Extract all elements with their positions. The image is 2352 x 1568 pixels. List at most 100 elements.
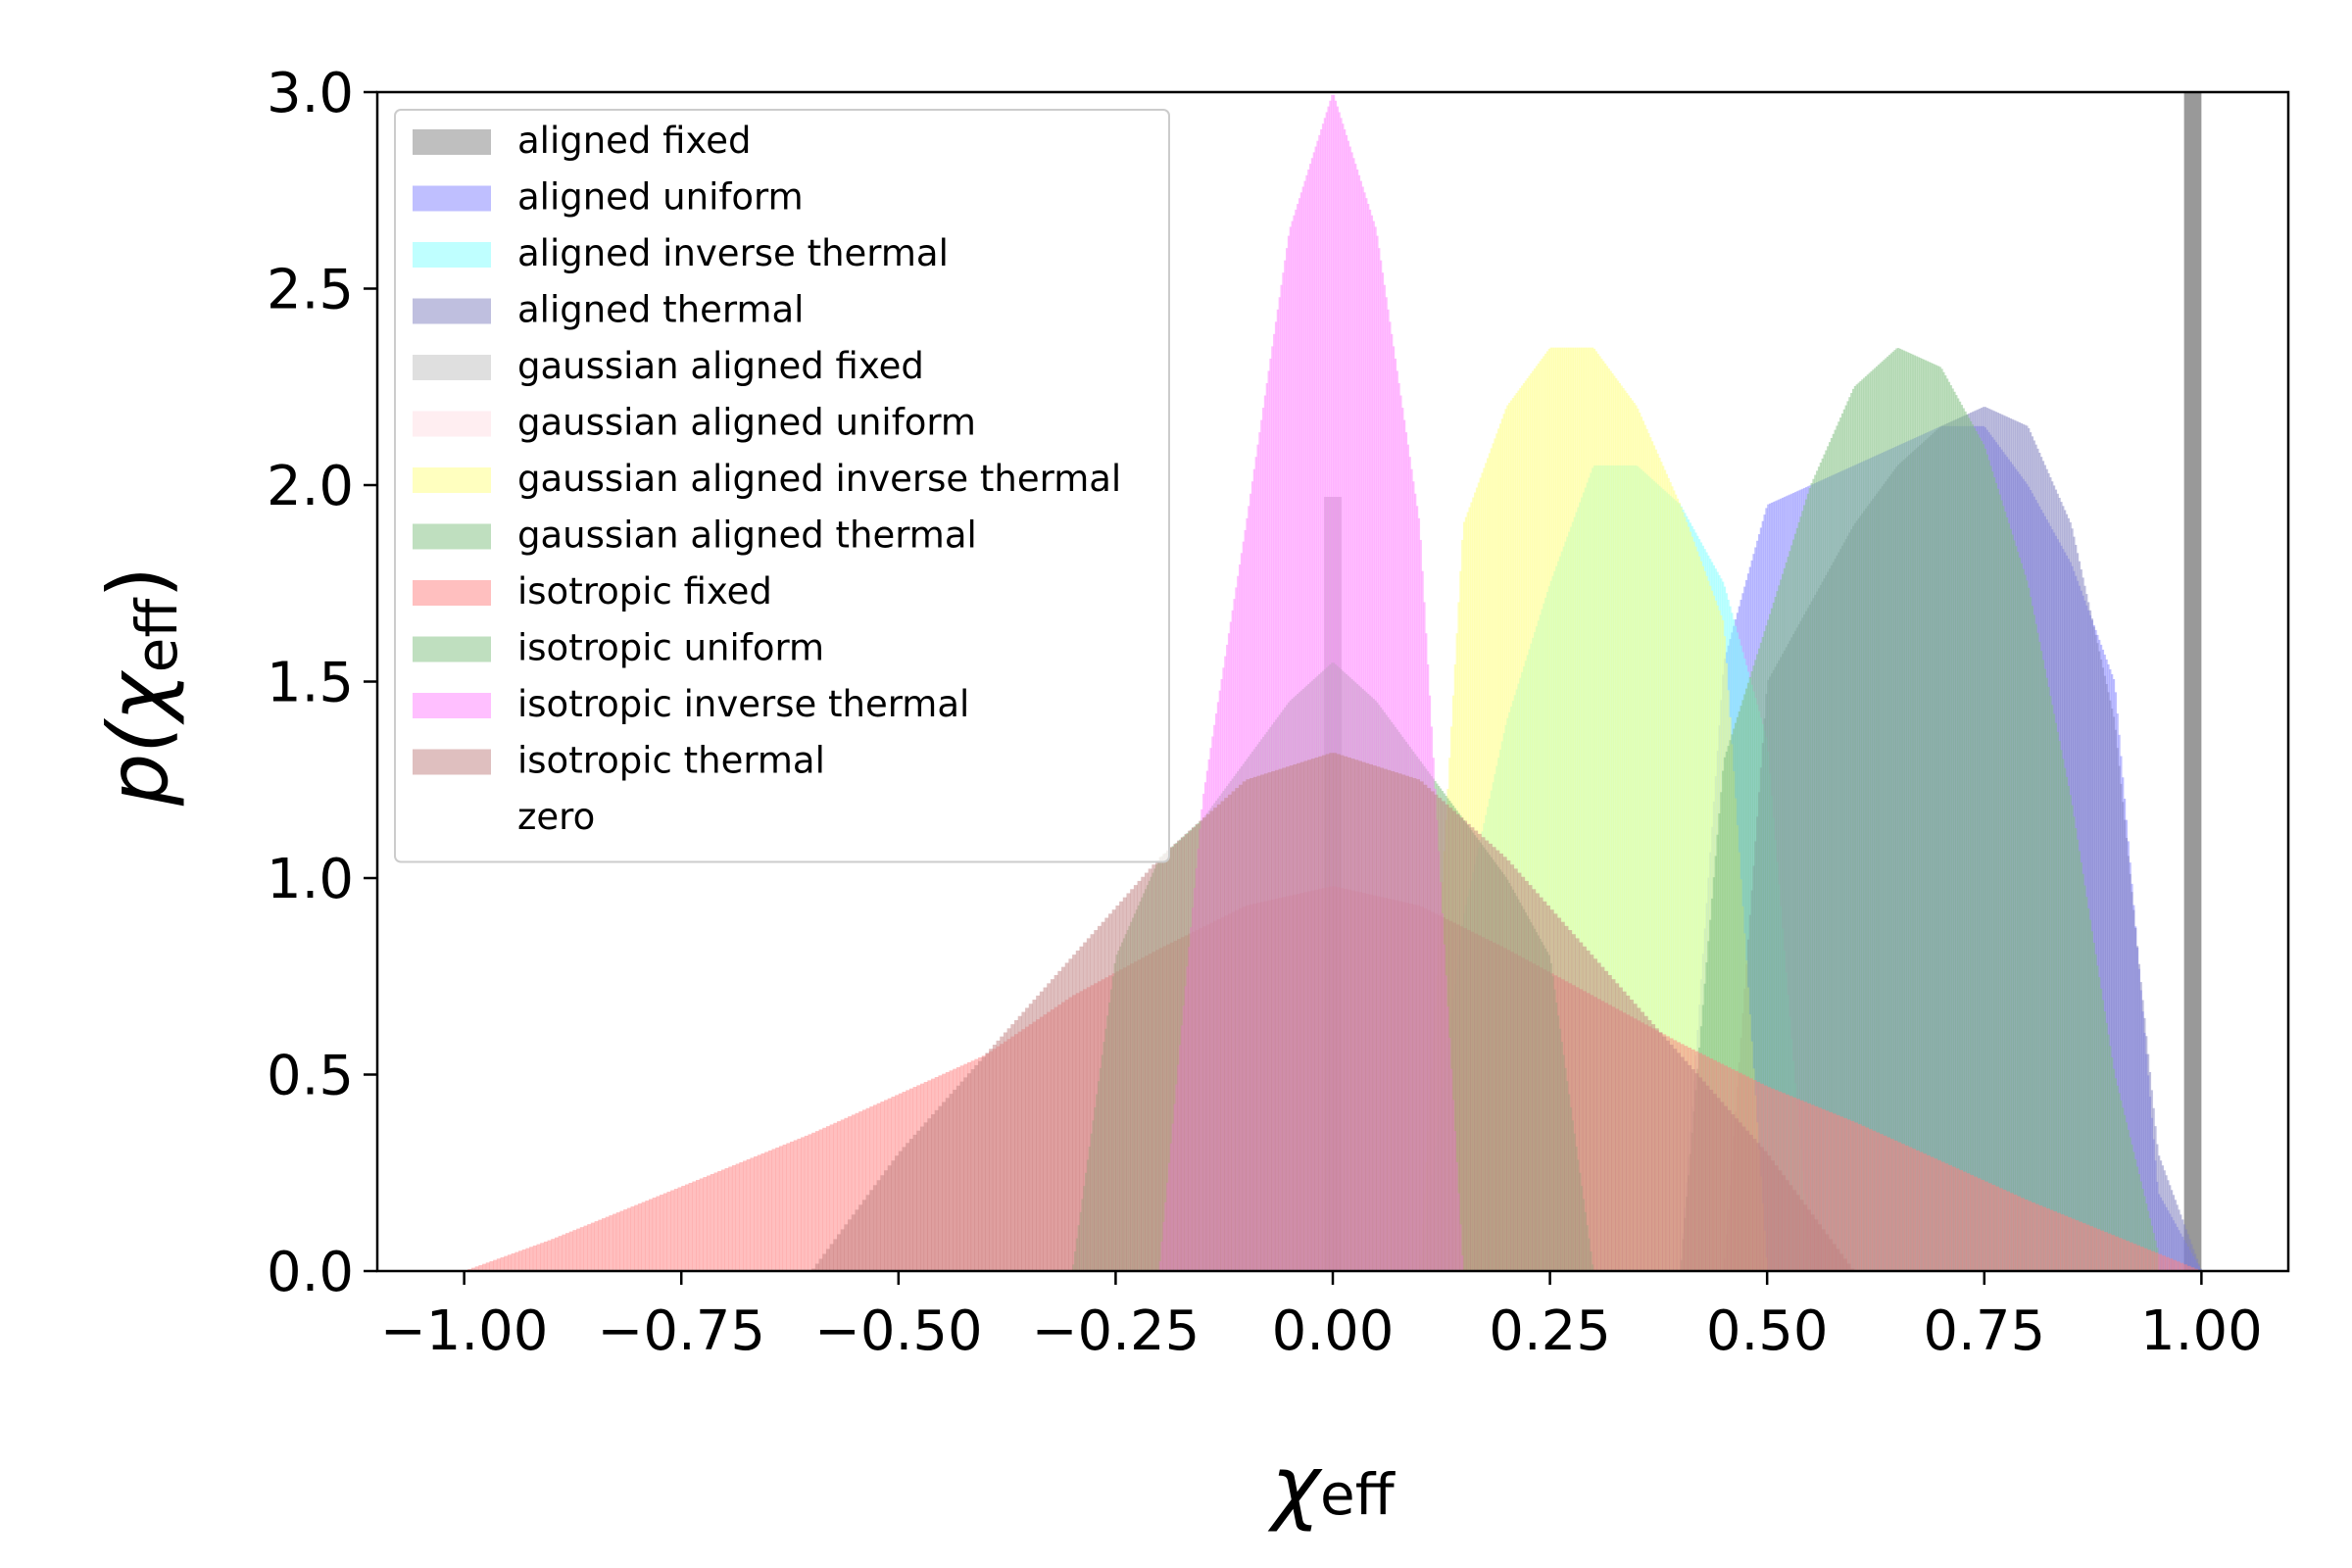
bar xyxy=(1347,757,1351,1271)
bar xyxy=(1618,987,1623,1271)
bar xyxy=(1627,395,1631,1271)
bar xyxy=(568,1231,573,1271)
bar xyxy=(1787,557,1789,1271)
bar xyxy=(1602,361,1605,1271)
bar xyxy=(1535,366,1539,1271)
bar xyxy=(489,1260,494,1271)
legend-label: gaussian aligned fixed xyxy=(517,345,924,387)
bar xyxy=(1615,377,1618,1271)
bar xyxy=(2075,1220,2080,1271)
bar xyxy=(1524,880,1529,1271)
bar xyxy=(1722,770,1725,1271)
bar xyxy=(1586,347,1589,1271)
bar xyxy=(1651,1024,1656,1271)
bar xyxy=(1977,434,1980,1271)
bar xyxy=(876,1180,881,1271)
bar xyxy=(1680,507,1683,1271)
bar xyxy=(572,1230,577,1271)
bar xyxy=(1900,1144,1905,1271)
bar xyxy=(1637,408,1640,1271)
bar xyxy=(1855,384,1858,1271)
bar xyxy=(1568,347,1571,1271)
bar xyxy=(1391,770,1396,1271)
bar xyxy=(2036,632,2039,1271)
bar xyxy=(1021,1011,1026,1271)
bar xyxy=(2107,1034,2110,1271)
bar xyxy=(1748,1134,1753,1271)
bar xyxy=(1524,380,1527,1271)
bar xyxy=(1842,409,1845,1271)
bar xyxy=(692,1181,697,1271)
bar xyxy=(793,1140,798,1271)
bar xyxy=(2135,1245,2140,1271)
bar xyxy=(1556,917,1562,1271)
bar xyxy=(598,1219,603,1271)
bar xyxy=(2146,1054,2150,1271)
bar xyxy=(1526,377,1529,1271)
bar xyxy=(1028,1004,1033,1271)
bar xyxy=(583,1225,588,1271)
bar xyxy=(829,1244,834,1271)
bar xyxy=(1707,580,1710,1271)
bar xyxy=(2094,634,2097,1271)
bar xyxy=(1839,1253,1844,1271)
bar xyxy=(2002,1189,2007,1271)
bar xyxy=(1678,502,1681,1271)
bar xyxy=(1430,791,1435,1271)
bar xyxy=(1968,417,1971,1271)
bar xyxy=(2143,1248,2148,1271)
bar xyxy=(1615,983,1620,1271)
bar xyxy=(1991,471,1994,1271)
legend-swatch xyxy=(413,185,491,212)
bar xyxy=(2150,1225,2153,1271)
bar xyxy=(1580,347,1584,1271)
bar xyxy=(1690,536,1693,1271)
legend-swatch xyxy=(413,129,491,155)
bar xyxy=(837,1121,842,1271)
bar xyxy=(1521,876,1526,1271)
bar xyxy=(724,1167,729,1271)
bar xyxy=(1743,694,1746,1271)
bar xyxy=(2183,92,2202,1271)
x-axis-label: χeff xyxy=(1267,1438,1396,1534)
bar xyxy=(1199,820,1203,1271)
bar xyxy=(1821,458,1824,1271)
bar xyxy=(1812,478,1815,1271)
bar xyxy=(1517,872,1522,1271)
bar xyxy=(1327,106,1330,1271)
bar xyxy=(1893,1140,1898,1271)
bar xyxy=(1940,368,1943,1271)
bar xyxy=(1745,1130,1750,1271)
bar xyxy=(2087,907,2090,1271)
bar xyxy=(1598,356,1601,1271)
bar xyxy=(1951,1166,1956,1271)
bar xyxy=(1767,1155,1772,1271)
bar xyxy=(1079,946,1084,1271)
bar xyxy=(1991,1184,1996,1271)
bar xyxy=(2180,1214,2182,1271)
bar xyxy=(2134,927,2137,1271)
bar xyxy=(2122,1239,2127,1271)
bar xyxy=(1626,995,1631,1271)
bar xyxy=(2146,1210,2150,1271)
bar xyxy=(1312,152,1315,1271)
bar xyxy=(1830,437,1834,1271)
bar xyxy=(1720,792,1723,1271)
bar xyxy=(833,1239,838,1271)
bar xyxy=(778,1146,784,1271)
bar xyxy=(1545,905,1550,1271)
bar xyxy=(887,1165,892,1271)
bar xyxy=(1336,106,1339,1271)
bar xyxy=(2049,696,2052,1271)
bar xyxy=(1235,788,1240,1271)
bar xyxy=(1354,760,1359,1271)
bar xyxy=(1945,378,1949,1271)
bar xyxy=(1347,140,1350,1271)
bar xyxy=(2188,1239,2191,1271)
bar xyxy=(1227,794,1232,1271)
legend: aligned fixed aligned uniform aligned inve… xyxy=(394,109,1170,863)
bar xyxy=(2123,819,2127,1271)
bar xyxy=(1889,1139,1894,1271)
bar xyxy=(2009,528,2012,1271)
